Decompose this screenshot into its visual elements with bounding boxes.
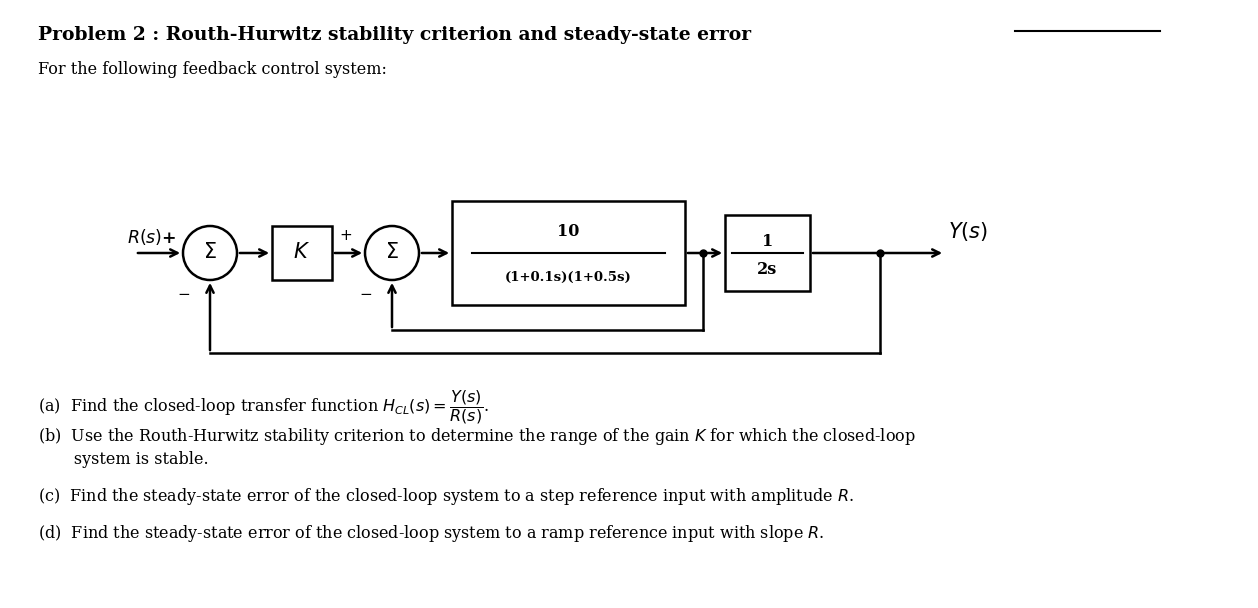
- Text: For the following feedback control system:: For the following feedback control syste…: [38, 61, 387, 78]
- Circle shape: [182, 226, 237, 280]
- Text: $\Sigma$: $\Sigma$: [385, 242, 399, 262]
- Text: Problem 2 : Routh-Hurwitz stability criterion and steady-state error: Problem 2 : Routh-Hurwitz stability crit…: [38, 26, 751, 44]
- Circle shape: [365, 226, 419, 280]
- Text: $R(s)$+: $R(s)$+: [127, 227, 176, 247]
- Text: $-$: $-$: [177, 285, 190, 300]
- FancyBboxPatch shape: [725, 215, 810, 291]
- Text: (d)  Find the steady-state error of the closed-loop system to a ramp reference i: (d) Find the steady-state error of the c…: [38, 523, 824, 544]
- Text: $Y(s)$: $Y(s)$: [949, 220, 988, 243]
- Text: (c)  Find the steady-state error of the closed-loop system to a step reference i: (c) Find the steady-state error of the c…: [38, 486, 854, 507]
- Text: $K$: $K$: [293, 242, 311, 262]
- FancyBboxPatch shape: [272, 226, 332, 280]
- FancyBboxPatch shape: [452, 201, 686, 305]
- Text: (1+0.1s)(1+0.5s): (1+0.1s)(1+0.5s): [506, 271, 632, 283]
- Text: $\Sigma$: $\Sigma$: [203, 242, 216, 262]
- Text: $-$: $-$: [360, 285, 372, 300]
- Text: 2s: 2s: [757, 260, 777, 277]
- Text: 10: 10: [557, 224, 580, 241]
- Text: system is stable.: system is stable.: [38, 451, 209, 468]
- Text: (b)  Use the Routh-Hurwitz stability criterion to determine the range of the gai: (b) Use the Routh-Hurwitz stability crit…: [38, 426, 916, 447]
- Text: $+$: $+$: [338, 228, 352, 243]
- Text: (a)  Find the closed-loop transfer function $H_{CL}(s) = \dfrac{Y(s)}{R(s)}$.: (a) Find the closed-loop transfer functi…: [38, 388, 489, 426]
- Text: 1: 1: [762, 232, 774, 249]
